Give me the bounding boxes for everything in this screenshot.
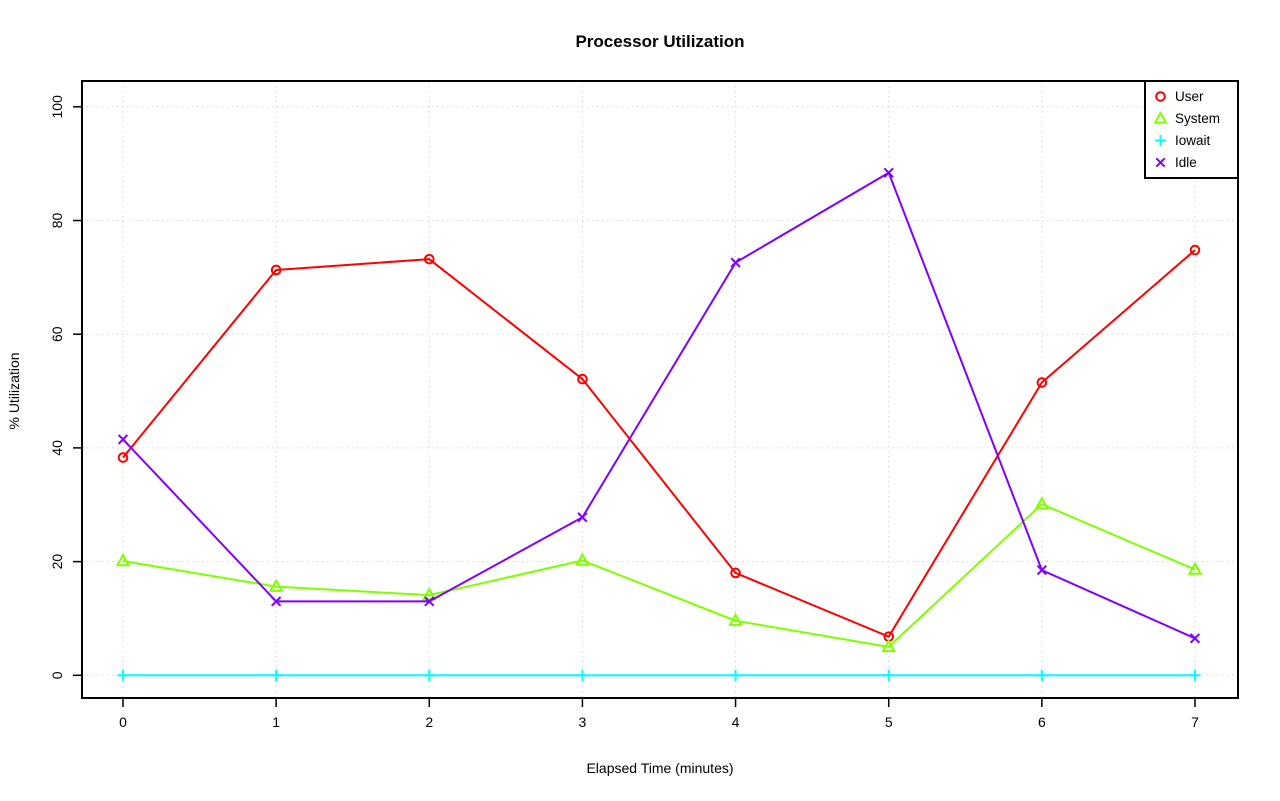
series-marker-system	[421, 587, 437, 601]
x-axis-label: Elapsed Time (minutes)	[586, 760, 734, 776]
legend-label-system: System	[1175, 111, 1221, 127]
x-tick-label: 0	[119, 714, 127, 730]
y-tick-label: 0	[49, 671, 65, 679]
legend-label-user: User	[1175, 89, 1204, 105]
x-tick-label: 5	[885, 714, 893, 730]
series-marker-iowait	[1189, 669, 1201, 681]
series-marker-system	[728, 612, 743, 626]
series-marker-idle	[577, 512, 588, 523]
series-marker-user	[117, 452, 129, 463]
series-marker-idle	[1189, 633, 1201, 644]
series-marker-system	[881, 638, 897, 653]
x-tick-label: 7	[1191, 714, 1199, 730]
series-marker-idle	[730, 257, 741, 268]
series-marker-iowait	[270, 669, 282, 681]
series-marker-user	[270, 264, 282, 276]
y-tick-label: 60	[49, 326, 65, 342]
chart-title: Processor Utilization	[575, 32, 745, 51]
x-tick-label: 1	[272, 714, 280, 730]
legend-label-idle: Idle	[1175, 154, 1197, 170]
series-marker-iowait	[883, 669, 895, 681]
legend-item-iowait: Iowait	[1153, 133, 1233, 148]
series-marker-user	[423, 253, 435, 265]
y-tick-label: 40	[49, 440, 65, 456]
series-marker-system	[1034, 496, 1050, 510]
y-tick-label: 20	[49, 554, 65, 570]
series-marker-iowait	[423, 669, 435, 681]
legend-item-idle: Idle	[1153, 155, 1233, 170]
legend-item-user: User	[1153, 89, 1233, 104]
legend-marker-circle-icon	[1155, 91, 1166, 103]
series-marker-iowait	[729, 669, 742, 681]
series-marker-iowait	[576, 669, 589, 681]
series-marker-idle	[1036, 565, 1047, 576]
series-line-idle	[122, 171, 1196, 640]
legend: User System Iowait Idle	[1144, 80, 1239, 179]
x-tick-label: 3	[579, 714, 587, 730]
series-line-user	[122, 249, 1196, 638]
series-marker-idle	[883, 167, 894, 178]
series-marker-idle	[117, 434, 129, 445]
legend-marker-x-icon	[1155, 157, 1166, 168]
series-marker-iowait	[117, 669, 129, 681]
plot-frame	[81, 80, 1239, 699]
series-marker-system	[1187, 561, 1203, 575]
series-marker-user	[730, 567, 741, 579]
legend-label-iowait: Iowait	[1175, 132, 1211, 148]
x-tick-label: 2	[425, 714, 433, 730]
series-marker-system	[115, 552, 131, 567]
series-marker-idle	[424, 596, 435, 607]
y-tick-label: 100	[49, 95, 65, 119]
legend-item-system: System	[1153, 111, 1233, 126]
series-line-system	[122, 503, 1196, 648]
y-axis-label: % Utilization	[6, 352, 22, 430]
y-tick-label: 80	[49, 213, 65, 229]
x-tick-label: 4	[732, 714, 740, 730]
series-marker-iowait	[1036, 669, 1048, 681]
series-marker-user	[1189, 244, 1201, 256]
series-marker-idle	[271, 596, 282, 607]
series-marker-system	[575, 552, 590, 566]
series-marker-user	[577, 373, 588, 385]
series-marker-user	[1036, 377, 1048, 388]
legend-marker-triangle-icon	[1153, 111, 1168, 124]
series-marker-system	[268, 578, 284, 592]
x-tick-label: 6	[1038, 714, 1046, 730]
legend-marker-plus-icon	[1155, 134, 1166, 146]
